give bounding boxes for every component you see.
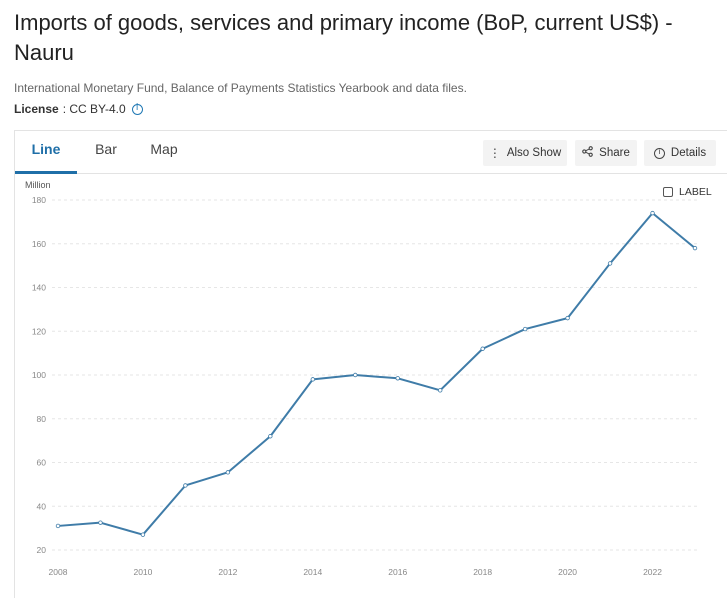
- data-point[interactable]: [650, 210, 655, 216]
- x-tick-label: 2008: [49, 567, 68, 577]
- tab-bar: Line Bar Map ⋮ Also Show Share Details: [15, 131, 727, 174]
- chart-title: Imports of goods, services and primary i…: [14, 10, 673, 65]
- y-tick-label: 100: [32, 370, 46, 380]
- data-point[interactable]: [140, 532, 146, 537]
- label-toggle-text: LABEL: [679, 186, 712, 198]
- x-tick-label: 2014: [303, 567, 322, 577]
- share-button[interactable]: Share: [575, 140, 637, 166]
- data-point[interactable]: [98, 520, 103, 525]
- source-text: International Monetary Fund, Balance of …: [14, 81, 467, 95]
- also-show-label: Also Show: [506, 147, 562, 159]
- x-tick-label: 2010: [133, 567, 152, 577]
- label-toggle[interactable]: LABEL: [663, 186, 712, 198]
- label-checkbox[interactable]: [663, 187, 673, 197]
- data-point[interactable]: [183, 483, 188, 488]
- vertical-dots-icon: ⋮: [488, 146, 501, 160]
- y-tick-label: 120: [32, 326, 46, 336]
- y-tick-label: 80: [37, 414, 47, 424]
- info-circle-icon[interactable]: [131, 103, 143, 115]
- data-point[interactable]: [353, 372, 358, 378]
- data-point[interactable]: [607, 261, 613, 266]
- data-point[interactable]: [565, 315, 570, 321]
- x-tick-label: 2018: [473, 567, 492, 577]
- y-tick-label: 20: [37, 545, 47, 555]
- series-line: [57, 212, 696, 536]
- tab-bar-chart[interactable]: Bar: [95, 141, 117, 157]
- data-point[interactable]: [692, 245, 698, 251]
- data-point[interactable]: [395, 376, 400, 381]
- data-point[interactable]: [310, 377, 315, 382]
- x-tick-label: 2020: [558, 567, 577, 577]
- details-button[interactable]: Details: [644, 140, 716, 166]
- share-label: Share: [599, 147, 630, 159]
- data-point[interactable]: [438, 388, 443, 393]
- x-tick-label: 2022: [643, 567, 662, 577]
- chart-panel: Line Bar Map ⋮ Also Show Share Details: [14, 130, 727, 598]
- share-icon: [582, 146, 593, 160]
- data-point[interactable]: [55, 523, 61, 529]
- data-point[interactable]: [480, 346, 485, 351]
- x-tick-label: 2016: [388, 567, 407, 577]
- data-point[interactable]: [268, 434, 273, 439]
- license-value: : CC BY-4.0: [62, 102, 126, 116]
- details-info-icon: [653, 147, 665, 159]
- y-tick-label: 180: [32, 195, 46, 205]
- data-point[interactable]: [225, 470, 231, 475]
- also-show-button[interactable]: ⋮ Also Show: [483, 140, 567, 166]
- data-point[interactable]: [522, 326, 528, 332]
- tab-line[interactable]: Line: [15, 131, 77, 174]
- y-tick-label: 60: [37, 458, 47, 468]
- y-tick-label: 40: [37, 501, 47, 511]
- y-tick-label: 160: [32, 239, 46, 249]
- license-row: License : CC BY-4.0: [14, 102, 143, 116]
- y-unit-label: Million: [25, 180, 51, 190]
- tab-map[interactable]: Map: [150, 141, 178, 157]
- details-label: Details: [670, 147, 707, 159]
- y-tick-label: 140: [32, 283, 46, 293]
- license-label: License: [14, 102, 59, 116]
- x-tick-label: 2012: [218, 567, 237, 577]
